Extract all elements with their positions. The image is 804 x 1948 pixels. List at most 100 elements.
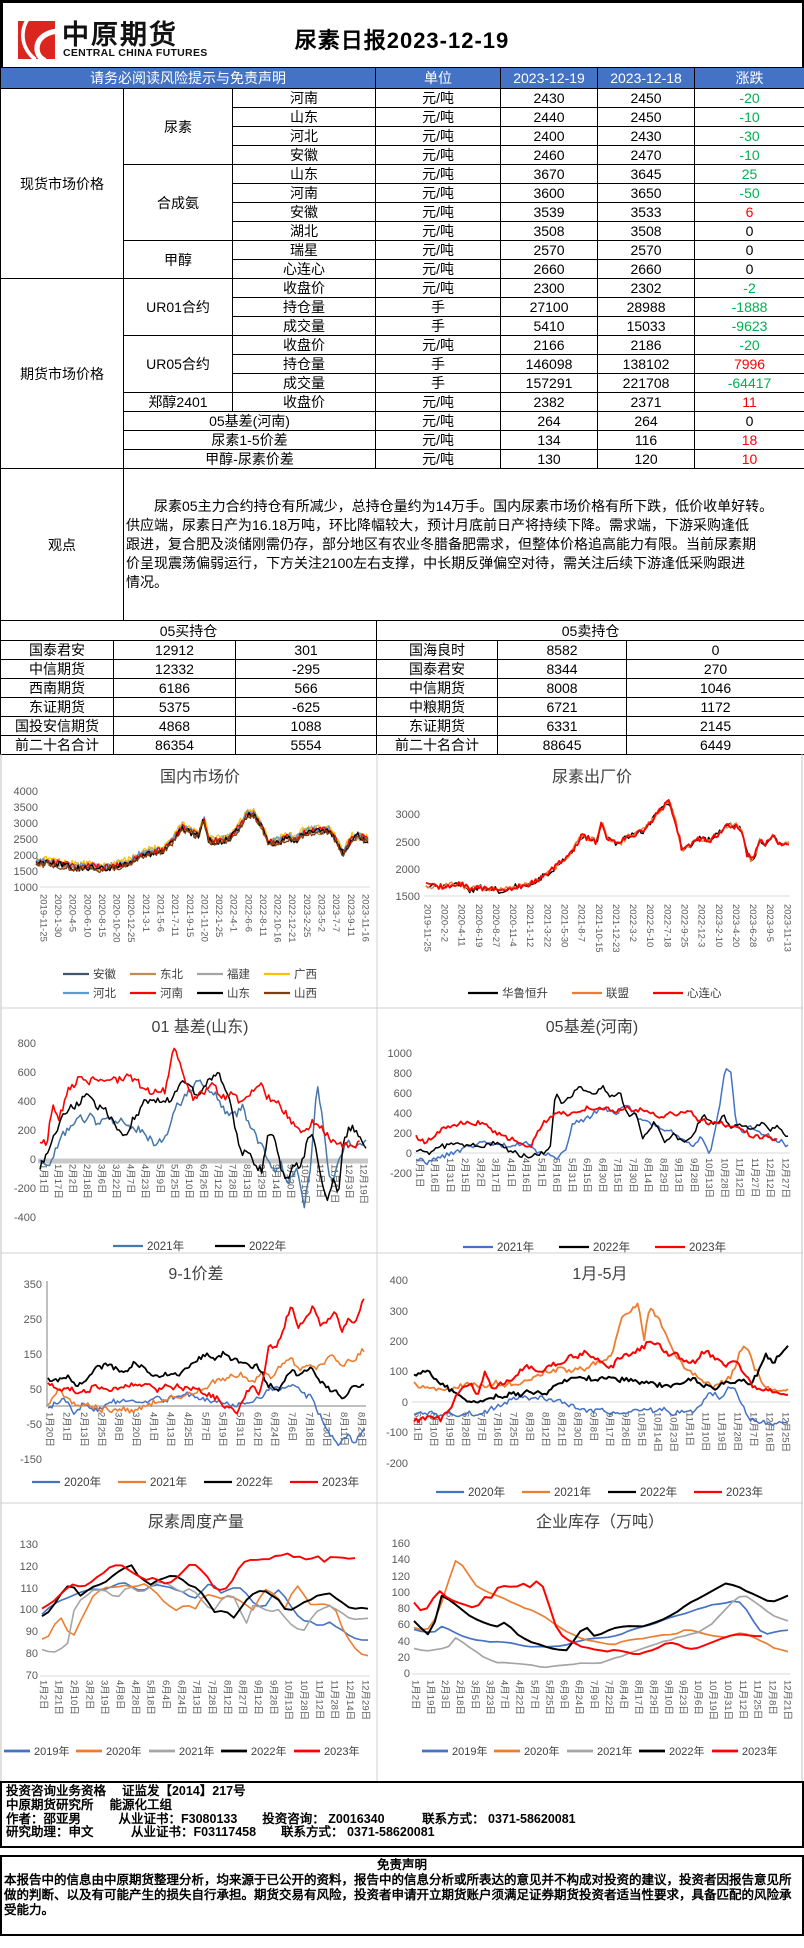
svg-text:2021-8-7: 2021-8-7 <box>576 904 587 942</box>
svg-text:400: 400 <box>18 1096 36 1108</box>
svg-text:4月13日: 4月13日 <box>165 1412 176 1447</box>
svg-text:2021年: 2021年 <box>147 1239 184 1253</box>
svg-text:50: 50 <box>30 1384 42 1396</box>
svg-text:5月9日: 5月9日 <box>154 1164 165 1194</box>
svg-text:80: 80 <box>398 1603 410 1615</box>
svg-text:1月17日: 1月17日 <box>52 1164 63 1199</box>
svg-text:7月30日: 7月30日 <box>627 1158 638 1193</box>
svg-text:8月4日: 8月4日 <box>618 1680 629 1710</box>
svg-text:400: 400 <box>394 1108 412 1120</box>
svg-text:2023-5-2: 2023-5-2 <box>316 894 327 932</box>
svg-text:8月29日: 8月29日 <box>648 1680 659 1715</box>
svg-text:6月26日: 6月26日 <box>197 1164 208 1199</box>
svg-text:11月12日: 11月12日 <box>313 1680 324 1719</box>
svg-text:12月12日: 12月12日 <box>764 1158 775 1198</box>
svg-text:2月3日: 2月3日 <box>439 1680 450 1710</box>
svg-text:130: 130 <box>20 1539 38 1551</box>
svg-text:250: 250 <box>24 1314 42 1326</box>
svg-text:8月29日: 8月29日 <box>256 1164 267 1199</box>
svg-text:2022-8-11: 2022-8-11 <box>257 894 268 937</box>
svg-text:6月19日: 6月19日 <box>443 1412 454 1447</box>
svg-text:2020年: 2020年 <box>64 1475 101 1489</box>
svg-text:10月23日: 10月23日 <box>667 1412 678 1452</box>
svg-text:2023年: 2023年 <box>726 1485 763 1499</box>
svg-text:3000: 3000 <box>396 809 420 821</box>
svg-text:2022-1-25: 2022-1-25 <box>213 894 224 937</box>
svg-text:3500: 3500 <box>14 802 38 814</box>
svg-text:10月14日: 10月14日 <box>651 1412 662 1452</box>
svg-text:4月16日: 4月16日 <box>520 1158 531 1193</box>
svg-text:3月2日: 3月2日 <box>83 1680 94 1710</box>
svg-text:2020年: 2020年 <box>524 1744 559 1758</box>
svg-text:2023-7-7: 2023-7-7 <box>330 894 341 932</box>
svg-text:10月13日: 10月13日 <box>283 1680 294 1720</box>
svg-text:3月2日: 3月2日 <box>474 1158 485 1188</box>
svg-text:6月4日: 6月4日 <box>160 1680 171 1710</box>
svg-text:140: 140 <box>392 1554 410 1566</box>
svg-text:2023-2-25: 2023-2-25 <box>301 894 312 937</box>
svg-text:1月16日: 1月16日 <box>429 1158 440 1193</box>
svg-text:-50: -50 <box>26 1419 42 1431</box>
svg-text:2021-5-6: 2021-5-6 <box>155 894 166 932</box>
svg-text:2021-3-1: 2021-3-1 <box>140 894 151 932</box>
svg-text:11月25日: 11月25日 <box>752 1680 763 1719</box>
svg-text:8月11日: 8月11日 <box>338 1412 349 1446</box>
svg-text:5月31日: 5月31日 <box>566 1158 577 1193</box>
svg-text:10月28日: 10月28日 <box>298 1680 309 1720</box>
svg-text:2022-5-10: 2022-5-10 <box>644 904 655 947</box>
svg-text:1月19日: 1月19日 <box>424 1680 435 1715</box>
svg-text:-150: -150 <box>20 1454 42 1466</box>
svg-text:9月14日: 9月14日 <box>270 1164 281 1199</box>
svg-text:110: 110 <box>20 1583 38 1595</box>
svg-text:9月8日: 9月8日 <box>587 1412 598 1442</box>
svg-text:4月7日: 4月7日 <box>125 1164 136 1194</box>
svg-text:河南: 河南 <box>160 986 183 1000</box>
svg-text:2月15日: 2月15日 <box>459 1158 470 1193</box>
svg-text:5月25日: 5月25日 <box>168 1164 179 1199</box>
svg-text:2月1日: 2月1日 <box>61 1412 72 1442</box>
svg-text:1500: 1500 <box>396 891 420 903</box>
svg-text:2022-12-21: 2022-12-21 <box>286 894 297 943</box>
svg-text:2月18日: 2月18日 <box>81 1164 92 1199</box>
svg-text:5月18日: 5月18日 <box>145 1680 156 1715</box>
svg-text:150: 150 <box>24 1349 42 1361</box>
svg-text:2020-6-10: 2020-6-10 <box>81 894 92 937</box>
svg-text:7月16日: 7月16日 <box>491 1412 502 1447</box>
svg-text:-200: -200 <box>386 1458 408 1470</box>
svg-text:2021-5-30: 2021-5-30 <box>559 904 570 947</box>
svg-text:1月2日: 1月2日 <box>37 1680 48 1710</box>
svg-text:1000: 1000 <box>14 882 38 894</box>
svg-text:2022-6-6: 2022-6-6 <box>242 894 253 932</box>
svg-text:11月17日: 11月17日 <box>328 1164 339 1203</box>
svg-text:2023年: 2023年 <box>689 1240 726 1254</box>
svg-text:1月20日: 1月20日 <box>43 1412 54 1447</box>
svg-text:5月19日: 5月19日 <box>217 1412 228 1447</box>
svg-text:山东: 山东 <box>227 987 250 1000</box>
svg-text:2023年: 2023年 <box>742 1744 777 1758</box>
svg-text:7月28日: 7月28日 <box>227 1164 238 1199</box>
svg-text:9月13日: 9月13日 <box>673 1158 684 1193</box>
svg-text:2000: 2000 <box>14 850 38 862</box>
svg-text:05基差(河南): 05基差(河南) <box>546 1018 638 1036</box>
svg-text:10月19日: 10月19日 <box>707 1680 718 1720</box>
svg-text:8月27日: 8月27日 <box>237 1680 248 1715</box>
svg-text:2021年: 2021年 <box>497 1240 534 1254</box>
svg-text:12月8日: 12月8日 <box>767 1680 778 1715</box>
svg-text:12月25日: 12月25日 <box>779 1412 790 1452</box>
svg-text:600: 600 <box>394 1088 412 1100</box>
svg-text:9-1价差: 9-1价差 <box>168 1265 223 1283</box>
svg-text:300: 300 <box>390 1306 408 1318</box>
svg-text:100: 100 <box>390 1366 408 1378</box>
svg-text:2019-11-25: 2019-11-25 <box>421 904 432 952</box>
svg-text:12月3日: 12月3日 <box>343 1164 354 1199</box>
svg-text:2022年: 2022年 <box>669 1744 704 1758</box>
svg-text:9月26日: 9月26日 <box>619 1412 630 1447</box>
svg-text:1月31日: 1月31日 <box>444 1158 455 1193</box>
svg-text:4月8日: 4月8日 <box>114 1680 125 1710</box>
svg-text:3月19日: 3月19日 <box>99 1680 110 1715</box>
svg-text:800: 800 <box>18 1038 36 1050</box>
svg-text:1月1日: 1月1日 <box>37 1164 48 1194</box>
svg-text:12月14日: 12月14日 <box>344 1680 355 1720</box>
svg-text:安徽: 安徽 <box>93 967 116 981</box>
svg-text:4月1日: 4月1日 <box>505 1158 516 1188</box>
